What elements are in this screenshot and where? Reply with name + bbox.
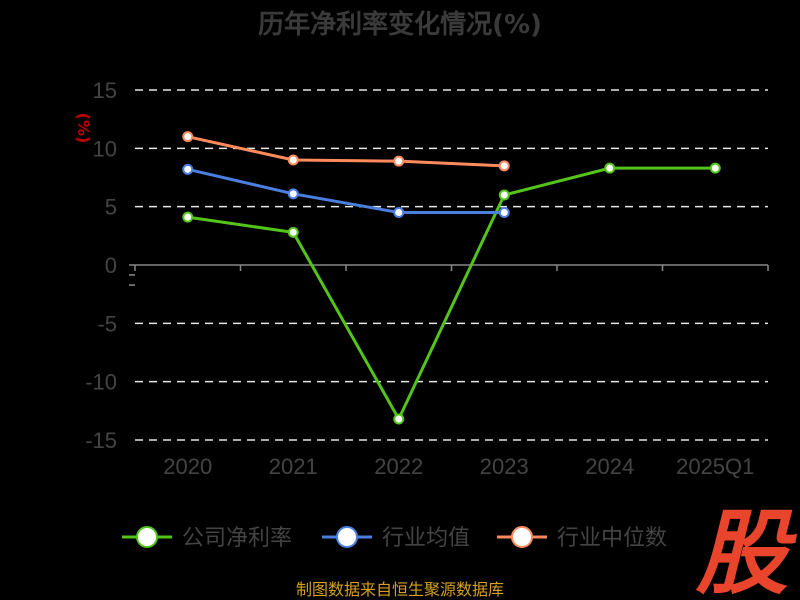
y-axis-unit: (%) bbox=[74, 113, 93, 144]
series-layer bbox=[182, 131, 721, 425]
y-tick-label: 10 bbox=[93, 136, 117, 161]
legend: 公司净利率 行业均值 行业中位数 bbox=[122, 526, 667, 551]
data-point bbox=[709, 162, 721, 174]
y-tick-label: -10 bbox=[85, 370, 117, 395]
x-tick-label: 2023 bbox=[480, 454, 529, 479]
data-point bbox=[393, 155, 405, 167]
y-axis-ticks: 15 10 5 0 -5 -10 -15 bbox=[85, 78, 117, 453]
data-point bbox=[393, 413, 405, 425]
data-point bbox=[604, 162, 616, 174]
y-tick-label: -15 bbox=[85, 428, 117, 453]
data-point bbox=[287, 154, 299, 166]
x-axis-ticks: 2020 2021 2022 2023 2024 2025Q1 bbox=[163, 454, 754, 479]
x-tick-label: 2025Q1 bbox=[676, 454, 754, 479]
series-line bbox=[187, 166, 716, 423]
y-tick-label: -5 bbox=[97, 311, 117, 336]
data-point bbox=[287, 188, 299, 200]
x-tick-label: 2021 bbox=[269, 454, 318, 479]
data-point bbox=[182, 163, 194, 175]
y-tick-label: 15 bbox=[93, 78, 117, 103]
x-tick-label: 2020 bbox=[163, 454, 212, 479]
source-note: 制图数据来自恒生聚源数据库 bbox=[296, 580, 504, 599]
series-line bbox=[187, 167, 505, 214]
legend-label: 行业均值 bbox=[382, 526, 470, 551]
data-point bbox=[182, 211, 194, 223]
data-point bbox=[498, 207, 510, 218]
chart-title: 历年净利率变化情况(%) bbox=[258, 9, 542, 40]
watermark-logo: 股 bbox=[695, 500, 797, 600]
data-point bbox=[182, 131, 194, 143]
y-tick-label: 0 bbox=[105, 253, 117, 278]
legend-marker bbox=[136, 526, 158, 548]
x-tick-label: 2022 bbox=[374, 454, 423, 479]
legend-marker bbox=[336, 526, 358, 548]
x-tick-label: 2024 bbox=[585, 454, 634, 479]
legend-label: 行业中位数 bbox=[557, 526, 667, 551]
data-point bbox=[393, 207, 405, 218]
legend-marker bbox=[511, 526, 533, 548]
data-point bbox=[498, 189, 510, 201]
data-point bbox=[498, 160, 510, 172]
series-line bbox=[187, 135, 505, 168]
grid-lines bbox=[129, 89, 769, 441]
y-tick-label: 5 bbox=[105, 195, 117, 220]
data-point bbox=[287, 226, 299, 238]
legend-label: 公司净利率 bbox=[182, 526, 292, 551]
